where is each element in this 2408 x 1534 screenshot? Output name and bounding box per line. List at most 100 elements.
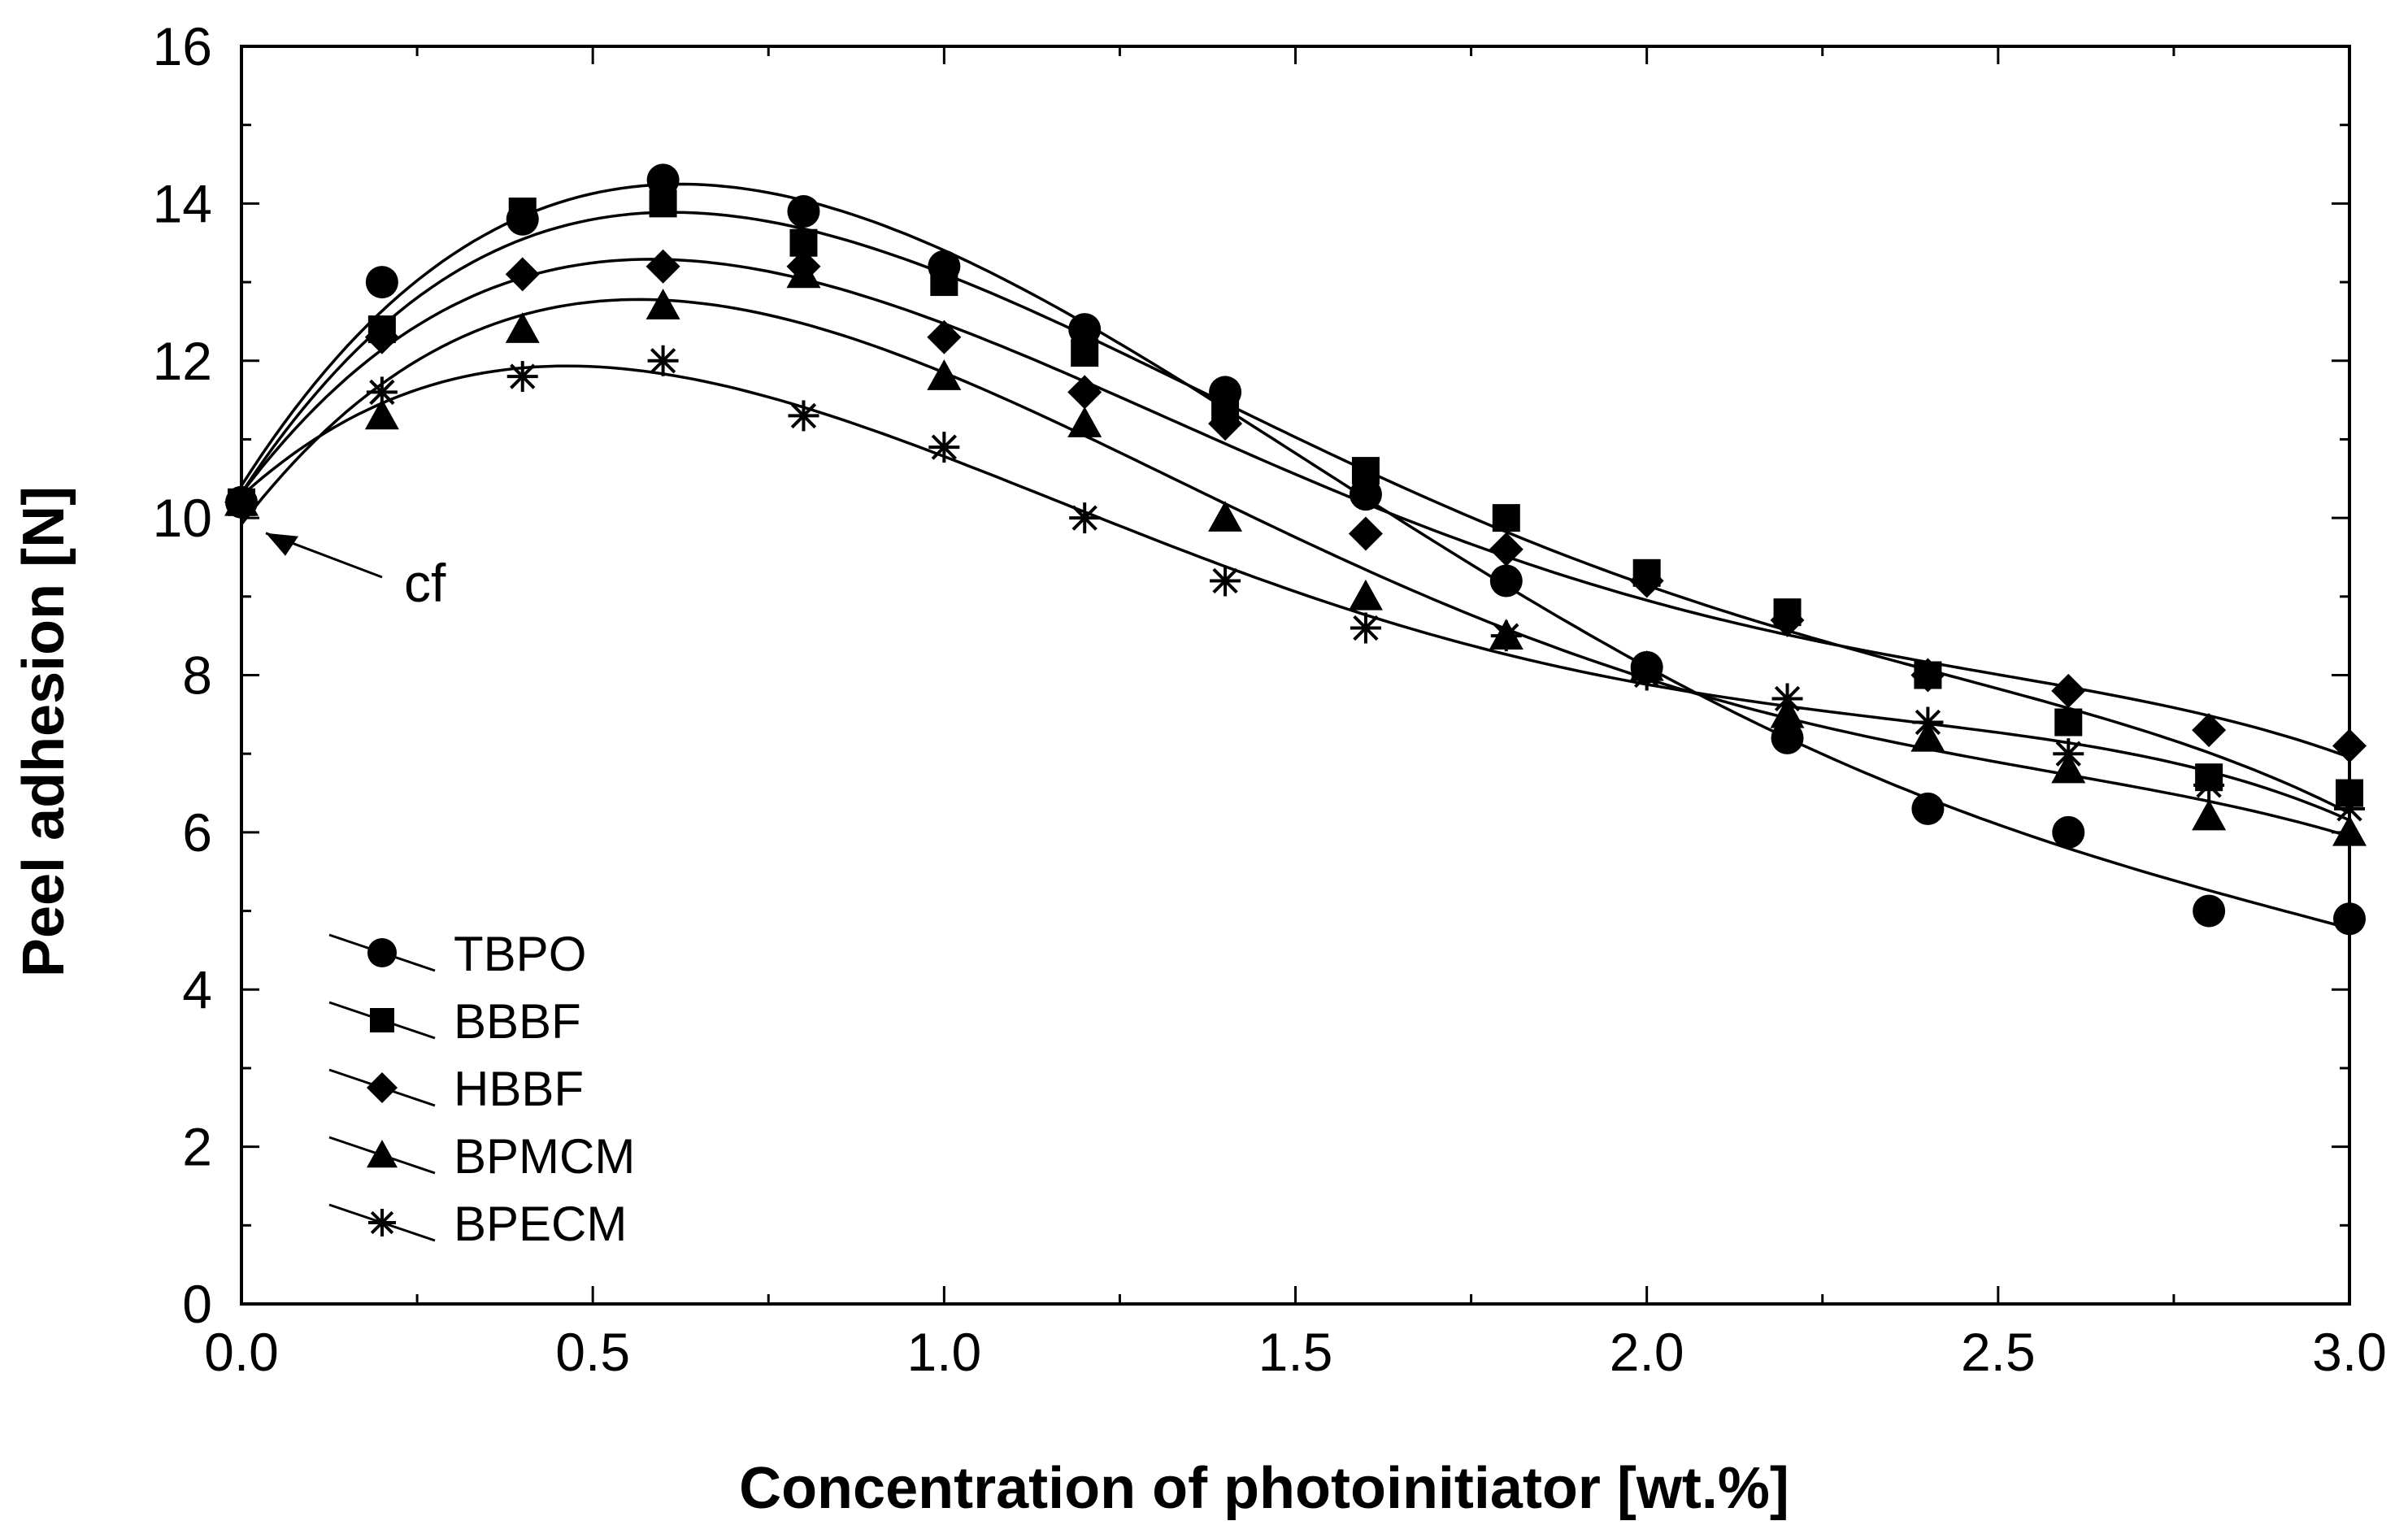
annotation-label: cf (404, 553, 446, 613)
series-hbbf (224, 249, 2367, 763)
data-point-bpmcm (927, 359, 962, 390)
fit-curve-tbpo (240, 182, 2350, 930)
data-point-bpmcm (505, 312, 540, 343)
data-point-hbbf (1489, 532, 1523, 567)
data-point-hbbf (1910, 658, 1945, 693)
data-point-bpmcm (1348, 579, 1383, 611)
data-point-bpecm (1490, 620, 1522, 652)
y-tick-label: 12 (153, 331, 212, 391)
y-tick-label: 6 (182, 802, 212, 863)
x-tick-label: 2.5 (1961, 1322, 2036, 1382)
data-point-hbbf (1208, 406, 1243, 441)
legend-item-bbbf: BBBF (328, 994, 581, 1049)
data-point-hbbf (2332, 728, 2367, 763)
series-tbpo (225, 163, 2366, 936)
data-point-tbpo (2333, 902, 2366, 936)
legend-label-tbpo: TBPO (454, 927, 586, 981)
asterisk-stroke (1915, 709, 1941, 736)
data-point-tbpo (365, 266, 398, 299)
data-point-bpmcm (2192, 799, 2227, 831)
x-tick-label: 0.0 (204, 1322, 279, 1382)
data-point-bpecm (1350, 612, 1381, 644)
fit-curve-hbbf (240, 258, 2350, 759)
fit-curve-bpmcm (240, 298, 2350, 838)
asterisk-stroke (1071, 505, 1098, 531)
data-point-bpecm (2193, 769, 2225, 801)
data-point-bpecm (928, 432, 960, 463)
y-tick-label: 0 (182, 1274, 212, 1334)
data-point-bbbf (2054, 708, 2083, 737)
asterisk-stroke (1493, 623, 1519, 649)
y-tick-label: 14 (153, 173, 212, 233)
asterisk-stroke (228, 489, 254, 515)
data-point-hbbf (1770, 602, 1805, 637)
data-point-bpecm (226, 486, 257, 518)
asterisk-stroke (370, 1210, 394, 1235)
legend-marker-bpmcm (367, 1140, 398, 1168)
legend-item-bpecm: BPECM (328, 1197, 627, 1251)
data-point-bpmcm (786, 257, 821, 289)
y-tick-label: 8 (182, 645, 212, 706)
data-point-bbbf (1492, 504, 1520, 532)
asterisk-stroke (1774, 685, 1801, 712)
data-point-bpecm (788, 400, 819, 432)
axes-layer: 0 2 4 6 8 10 12 14 16 0.0 0.5 1.0 1.5 2.0 2.5 3.0 (153, 16, 2387, 1382)
data-point-tbpo (787, 195, 820, 228)
data-point-bpecm (1210, 565, 1241, 597)
data-point-bpmcm (364, 398, 399, 430)
data-point-tbpo (1771, 721, 1804, 754)
legend-marker-tbpo (367, 938, 397, 967)
legend-item-tbpo: TBPO (328, 927, 586, 981)
x-tick-label: 1.0 (906, 1322, 981, 1382)
x-tick-label: 3.0 (2312, 1322, 2387, 1382)
data-point-bbbf (1351, 457, 1380, 485)
legend-marker-bpecm (368, 1209, 396, 1236)
y-axis-title: Peel adhesion [N] (11, 486, 76, 977)
data-point-bpecm (2334, 793, 2365, 824)
data-point-hbbf (505, 257, 540, 292)
data-point-bpmcm (2332, 815, 2367, 846)
y-tick-label: 16 (153, 16, 212, 76)
asterisk-stroke (931, 434, 957, 460)
data-point-tbpo (2052, 815, 2085, 849)
markers-layer (224, 163, 2367, 936)
data-point-bpecm (1069, 502, 1101, 534)
data-point-hbbf (2192, 713, 2227, 748)
data-point-bpecm (2053, 738, 2084, 770)
legend-item-bpmcm: BPMCM (328, 1129, 635, 1184)
asterisk-stroke (510, 363, 536, 389)
annotation-arrow-head (266, 532, 298, 556)
data-point-bpecm (1771, 683, 1803, 715)
data-point-hbbf (1348, 516, 1383, 551)
data-point-tbpo (1068, 313, 1102, 346)
data-point-bpecm (647, 345, 679, 376)
annotation-layer: cf (265, 532, 446, 613)
data-point-hbbf (927, 319, 962, 354)
asterisk-stroke (1212, 567, 1238, 594)
data-point-bpmcm (1208, 501, 1243, 532)
asterisk-stroke (369, 379, 395, 406)
x-tick-label: 0.5 (555, 1322, 630, 1382)
asterisk-stroke (2336, 796, 2362, 822)
series-bbbf (228, 189, 2363, 807)
data-point-tbpo (1911, 792, 1945, 825)
data-point-bpecm (1912, 706, 1944, 738)
data-point-bbbf (649, 189, 677, 218)
fit-curve-bpecm (240, 364, 2350, 822)
data-point-hbbf (1067, 375, 1102, 410)
legend-label-bpecm: BPECM (454, 1197, 627, 1251)
legend-item-hbbf: HBBF (328, 1062, 584, 1116)
x-axis-title: Concentration of photoinitiator [wt.%] (739, 1456, 1789, 1521)
data-point-hbbf (1629, 563, 1664, 598)
series-bpecm (226, 345, 2365, 824)
y-tick-label: 10 (153, 488, 212, 548)
legend-marker-hbbf (367, 1072, 398, 1103)
y-tick-label: 2 (182, 1117, 212, 1177)
legend-marker-bbbf (370, 1008, 394, 1032)
data-point-tbpo (1489, 564, 1523, 598)
fit-curve-bbbf (240, 211, 2350, 815)
legend: TBPO BBBF HBBF BPMCM BPECM (328, 927, 635, 1251)
asterisk-stroke (2055, 741, 2081, 767)
